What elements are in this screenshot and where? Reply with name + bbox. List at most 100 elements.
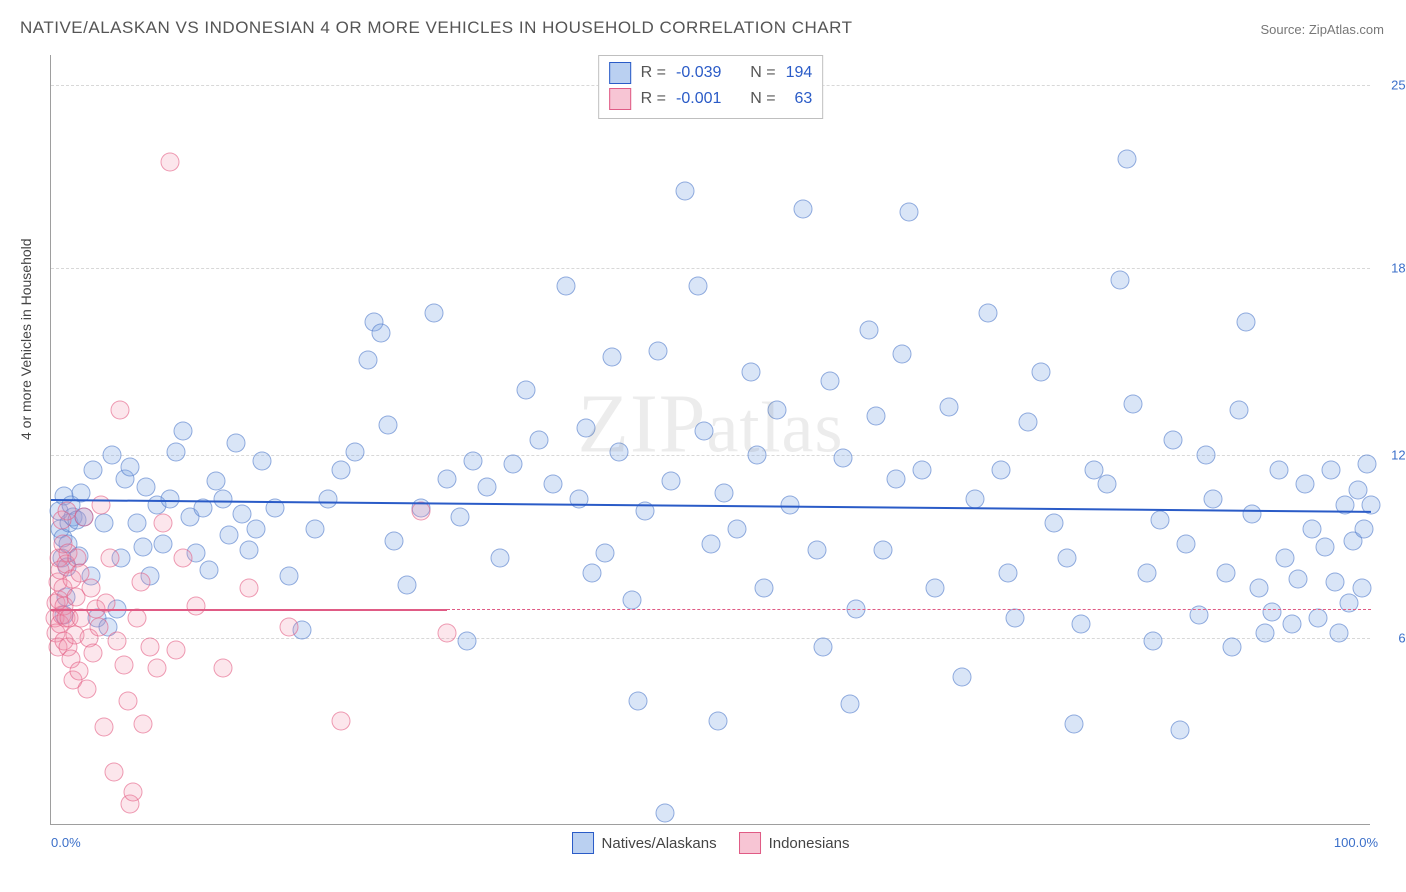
scatter-point-blue xyxy=(860,321,879,340)
scatter-point-blue xyxy=(834,448,853,467)
scatter-point-pink xyxy=(89,617,108,636)
scatter-point-blue xyxy=(1117,149,1136,168)
scatter-point-blue xyxy=(596,543,615,562)
scatter-point-pink xyxy=(127,608,146,627)
r-label: R = xyxy=(641,90,666,108)
scatter-point-blue xyxy=(504,454,523,473)
scatter-point-blue xyxy=(1045,513,1064,532)
y-tick-label: 18.8% xyxy=(1378,261,1406,276)
scatter-point-blue xyxy=(675,182,694,201)
scatter-point-pink xyxy=(174,549,193,568)
source-link[interactable]: ZipAtlas.com xyxy=(1309,22,1384,37)
y-tick-label: 12.5% xyxy=(1378,447,1406,462)
scatter-point-pink xyxy=(134,715,153,734)
bottom-legend: Natives/Alaskans Indonesians xyxy=(572,832,850,854)
scatter-point-blue xyxy=(649,342,668,361)
legend-swatch-pink xyxy=(609,88,631,110)
grid-line xyxy=(51,638,1370,639)
r-label: R = xyxy=(641,64,666,82)
trend-line xyxy=(51,609,447,611)
scatter-point-blue xyxy=(609,442,628,461)
scatter-point-blue xyxy=(754,579,773,598)
scatter-point-pink xyxy=(240,579,259,598)
scatter-point-pink xyxy=(75,508,94,527)
scatter-point-blue xyxy=(213,490,232,509)
scatter-point-blue xyxy=(1263,602,1282,621)
scatter-point-blue xyxy=(424,303,443,322)
scatter-point-blue xyxy=(372,324,391,343)
r-value-blue: -0.039 xyxy=(676,64,721,82)
legend-swatch-pink xyxy=(739,832,761,854)
scatter-point-blue xyxy=(378,416,397,435)
grid-line xyxy=(51,268,1370,269)
legend-swatch-blue xyxy=(572,832,594,854)
legend-label-pink: Indonesians xyxy=(769,835,850,852)
scatter-point-blue xyxy=(662,472,681,491)
scatter-point-blue xyxy=(748,445,767,464)
stat-legend-row-pink: R = -0.001 N = 63 xyxy=(609,86,813,112)
scatter-point-blue xyxy=(1256,623,1275,642)
scatter-point-blue xyxy=(1144,632,1163,651)
scatter-point-blue xyxy=(84,460,103,479)
scatter-point-blue xyxy=(121,457,140,476)
scatter-point-blue xyxy=(807,540,826,559)
scatter-point-blue xyxy=(820,371,839,390)
scatter-point-blue xyxy=(1330,623,1349,642)
scatter-point-pink xyxy=(187,596,206,615)
scatter-point-blue xyxy=(1098,475,1117,494)
scatter-point-blue xyxy=(992,460,1011,479)
scatter-point-blue xyxy=(702,534,721,553)
scatter-point-blue xyxy=(655,804,674,823)
chart-title: NATIVE/ALASKAN VS INDONESIAN 4 OR MORE V… xyxy=(20,18,853,38)
scatter-point-pink xyxy=(332,712,351,731)
n-value-pink: 63 xyxy=(786,90,813,108)
scatter-point-blue xyxy=(768,401,787,420)
scatter-point-pink xyxy=(141,638,160,657)
scatter-point-blue xyxy=(1065,715,1084,734)
scatter-point-pink xyxy=(57,502,76,521)
scatter-point-blue xyxy=(490,549,509,568)
scatter-point-blue xyxy=(708,712,727,731)
scatter-point-blue xyxy=(814,638,833,657)
scatter-point-pink xyxy=(114,656,133,675)
scatter-point-blue xyxy=(1276,549,1295,568)
scatter-point-blue xyxy=(1170,721,1189,740)
scatter-point-blue xyxy=(1203,490,1222,509)
scatter-point-blue xyxy=(893,345,912,364)
scatter-point-blue xyxy=(385,531,404,550)
scatter-point-blue xyxy=(517,380,536,399)
scatter-point-blue xyxy=(1358,454,1377,473)
scatter-point-blue xyxy=(1322,460,1341,479)
scatter-point-blue xyxy=(451,508,470,527)
scatter-point-blue xyxy=(220,525,239,544)
scatter-point-blue xyxy=(1302,519,1321,538)
scatter-point-blue xyxy=(1137,564,1156,583)
scatter-point-blue xyxy=(332,460,351,479)
scatter-point-blue xyxy=(200,561,219,580)
scatter-point-pink xyxy=(69,662,88,681)
scatter-point-blue xyxy=(1296,475,1315,494)
scatter-point-blue xyxy=(358,351,377,370)
scatter-point-blue xyxy=(1326,573,1345,592)
bottom-legend-item-blue: Natives/Alaskans xyxy=(572,832,717,854)
scatter-point-blue xyxy=(253,451,272,470)
scatter-point-pink xyxy=(160,152,179,171)
scatter-point-blue xyxy=(1315,537,1334,556)
scatter-point-blue xyxy=(464,451,483,470)
scatter-point-blue xyxy=(1164,431,1183,450)
scatter-point-blue xyxy=(867,407,886,426)
scatter-point-blue xyxy=(1289,570,1308,589)
scatter-point-blue xyxy=(1223,638,1242,657)
scatter-point-blue xyxy=(1177,534,1196,553)
scatter-point-blue xyxy=(1352,579,1371,598)
n-label: N = xyxy=(750,64,775,82)
stat-legend-row-blue: R = -0.039 N = 194 xyxy=(609,60,813,86)
scatter-point-blue xyxy=(127,513,146,532)
y-axis-label: 4 or more Vehicles in Household xyxy=(18,238,34,440)
scatter-point-blue xyxy=(207,472,226,491)
scatter-point-blue xyxy=(1249,579,1268,598)
scatter-point-blue xyxy=(1197,445,1216,464)
source-prefix: Source: xyxy=(1260,22,1308,37)
scatter-point-blue xyxy=(477,478,496,497)
scatter-point-blue xyxy=(134,537,153,556)
